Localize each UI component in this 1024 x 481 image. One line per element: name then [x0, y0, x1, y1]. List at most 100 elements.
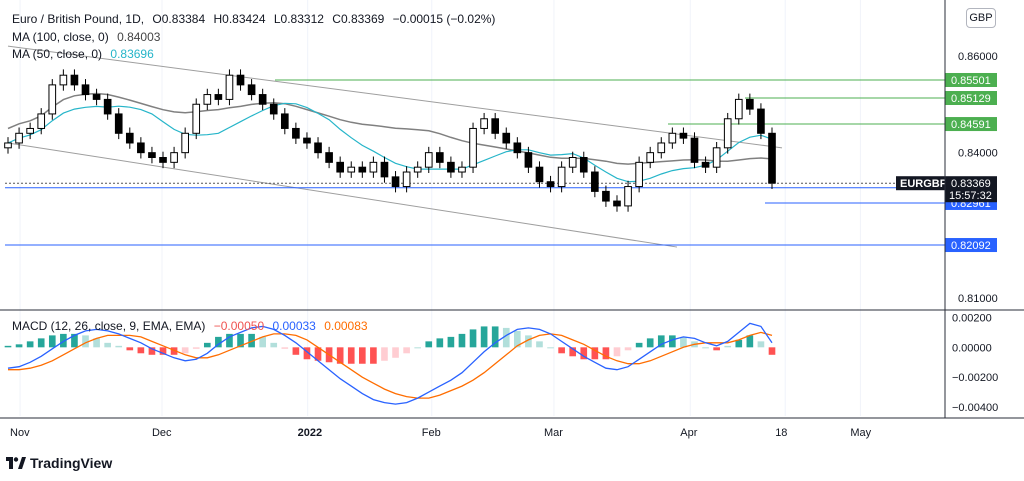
time-tick-label: 2022	[298, 427, 322, 439]
candle-body	[114, 113, 123, 134]
macd-histogram-bar	[115, 345, 123, 348]
macd-histogram-bar	[735, 339, 743, 348]
macd-histogram-bar	[37, 338, 45, 348]
candle-body	[148, 152, 156, 159]
ma100-line	[7, 92, 773, 165]
candle-body	[447, 161, 455, 173]
macd-label: MACD (12, 26, close, 9, EMA, EMA)	[12, 319, 206, 333]
candle-body	[480, 118, 488, 129]
macd-histogram-bar	[126, 347, 134, 351]
macd-histogram-bar	[469, 329, 477, 348]
macd-histogram-bar	[381, 347, 388, 361]
macd-histogram-bar	[569, 347, 577, 357]
macd-histogram-bar	[370, 347, 377, 364]
candle-body	[4, 142, 12, 149]
macd-signal-line	[8, 331, 773, 399]
macd-histogram-bar	[170, 347, 178, 355]
candle-body	[92, 94, 101, 100]
horizontal-levels: 0.855010.851290.845910.832740.829610.820…	[5, 72, 997, 253]
candle-body	[380, 161, 389, 178]
macd-histogram-bar	[4, 345, 12, 348]
macd-tick-label: −0.00400	[952, 402, 998, 414]
candle-body	[657, 142, 666, 154]
candle-body	[591, 171, 599, 192]
macd-histogram-bar	[215, 336, 222, 348]
candle-body	[15, 132, 23, 144]
price-level-tag	[945, 72, 997, 87]
macd-histogram-bar	[713, 347, 720, 351]
symbol-title: Euro / British Pound, 1D,	[12, 12, 145, 26]
macd-histogram-bar	[414, 347, 422, 349]
macd-histogram-bar	[491, 326, 499, 348]
macd-histogram-bar	[602, 347, 610, 360]
macd-histogram-bar	[458, 333, 466, 348]
macd-histogram-bar	[436, 338, 444, 348]
macd-histogram-bar	[403, 347, 410, 354]
macd-histogram-bar	[480, 326, 488, 348]
macd-histogram-bar	[303, 347, 311, 360]
macd-histogram-bar	[48, 335, 56, 348]
candle-body	[70, 74, 79, 86]
macd-histogram-bar	[646, 338, 654, 348]
macd-histogram-bar	[71, 333, 78, 348]
macd-histogram-bar	[635, 342, 643, 348]
time-tick-label: Feb	[422, 427, 441, 439]
macd-histogram-bar	[192, 347, 200, 349]
ohlc-open: O0.83384	[152, 12, 206, 26]
tradingview-logo-icon	[6, 457, 26, 469]
candle-body	[557, 166, 566, 188]
macd-histogram-bar	[159, 347, 167, 355]
candle-body	[358, 166, 367, 173]
macd-legend: MACD (12, 26, close, 9, EMA, EMA) −0.000…	[12, 319, 373, 334]
candle-body	[458, 166, 466, 173]
macd-histogram-bar	[591, 347, 599, 360]
macd-histogram-bar	[93, 338, 100, 348]
candle-body	[59, 74, 68, 86]
bar-countdown: 15:57:32	[949, 190, 992, 202]
macd-histogram-bar	[624, 347, 632, 351]
ma100-value: 0.84003	[117, 30, 161, 44]
macd-line	[7, 322, 773, 405]
candle-body	[757, 108, 765, 134]
candle-body	[579, 157, 588, 173]
macd-histogram-bar	[358, 347, 366, 364]
candle-body	[269, 103, 278, 115]
currency-badge[interactable]: GBP	[966, 8, 996, 28]
candle-body	[624, 186, 632, 207]
candle-body	[103, 98, 112, 115]
ohlc-high: H0.83424	[213, 12, 266, 26]
candle-body	[491, 118, 500, 134]
macd-histogram-bar	[746, 335, 754, 348]
candle-body	[436, 152, 444, 163]
candle-body	[280, 113, 289, 129]
candle-body	[303, 137, 311, 144]
candle-body	[192, 103, 201, 134]
candle-body	[214, 94, 223, 100]
macd-histogram-bar	[768, 347, 776, 355]
candle-body	[137, 142, 145, 154]
candle-body	[26, 127, 34, 134]
macd-histogram-bar	[425, 341, 433, 348]
ohlc-change: −0.00015 (−0.02%)	[392, 12, 496, 26]
macd-histogram-bar	[148, 347, 156, 355]
tradingview-brand[interactable]: TradingView	[6, 455, 112, 471]
symbol-legend: Euro / British Pound, 1D, O0.83384 H0.83…	[12, 12, 500, 27]
candle-body	[513, 142, 522, 154]
ma50-value: 0.83696	[110, 47, 154, 61]
price-level-label: 0.85501	[951, 75, 991, 87]
candle-body	[391, 176, 400, 188]
candle-body	[602, 190, 610, 202]
candle-body	[347, 166, 356, 173]
time-tick-label: 18	[775, 427, 787, 439]
candle-body	[181, 132, 189, 154]
candle-body	[723, 118, 732, 149]
candle-body	[203, 94, 212, 105]
macd-panel	[4, 322, 776, 405]
macd-histogram-bar	[347, 347, 355, 364]
candle-body	[734, 98, 743, 120]
time-tick-label: May	[850, 427, 871, 439]
macd-histogram-bar	[657, 335, 665, 348]
macd-histogram-bar	[613, 347, 621, 357]
candle-body	[413, 166, 422, 173]
